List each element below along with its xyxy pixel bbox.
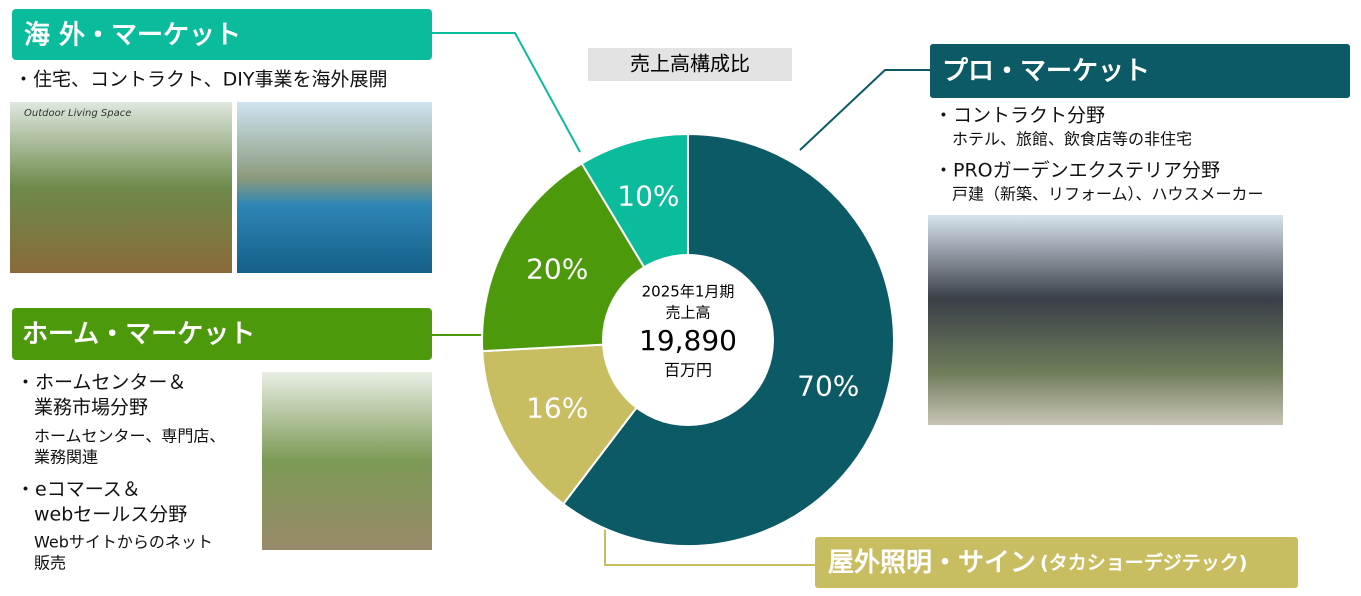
- panel-title: ホーム・マーケット: [22, 320, 255, 350]
- value-label: 10%: [617, 179, 679, 212]
- value-label: 16%: [526, 391, 588, 424]
- center-text: 百万円: [664, 361, 712, 380]
- center-text: 2025年1月期: [642, 283, 735, 301]
- panel-header: [930, 44, 1350, 98]
- sub-text: 戸建（新築、リフォーム）、ハウスメーカー: [952, 185, 1264, 204]
- center-text: 売上高: [665, 304, 710, 322]
- connector: [432, 32, 581, 153]
- photo: [10, 102, 232, 273]
- panel-header: [12, 9, 432, 60]
- panel-header: [815, 537, 1298, 588]
- value-label: 70%: [797, 369, 859, 402]
- sub-text: ホテル、旅館、飲食店等の非住宅: [952, 130, 1192, 149]
- panel-title: 海 外・マーケット: [24, 21, 241, 51]
- photo: [237, 102, 432, 273]
- panel-title: 屋外照明・サイン (タカショーデジテック): [828, 548, 1247, 578]
- bullet: ・eコマース＆: [16, 479, 141, 501]
- sub-text: 業務関連: [34, 448, 98, 467]
- panel-title-main: 屋外照明・サイン: [828, 548, 1036, 578]
- photo: [928, 215, 1283, 425]
- sub-text: 販売: [34, 554, 66, 573]
- panel-title: プロ・マーケット: [942, 57, 1150, 87]
- value-label: 20%: [526, 253, 588, 286]
- bullet: ・PROガーデンエクステリア分野: [934, 160, 1220, 182]
- panel-header: [12, 308, 432, 360]
- panel-title-note: (タカショーデジテック): [1040, 551, 1247, 574]
- bullet: ・コントラクト分野: [934, 105, 1105, 127]
- bullet: ・ホームセンター＆: [16, 372, 186, 394]
- bullet: webセールス分野: [34, 504, 187, 526]
- photo-caption: Outdoor Living Space: [24, 108, 131, 119]
- bullet: ・住宅、コントラクト、DIY事業を海外展開: [14, 69, 387, 91]
- sub-text: ホームセンター、専門店、: [34, 427, 225, 446]
- sub-text: Webサイトからのネット: [34, 533, 213, 552]
- title-box: [588, 48, 792, 81]
- center-value: 19,890: [639, 324, 737, 357]
- connector: [799, 69, 930, 151]
- photo: [262, 372, 432, 550]
- donut-hole: [602, 254, 774, 426]
- chart-title: 売上高構成比: [630, 52, 750, 76]
- bullet: 業務市場分野: [34, 397, 148, 419]
